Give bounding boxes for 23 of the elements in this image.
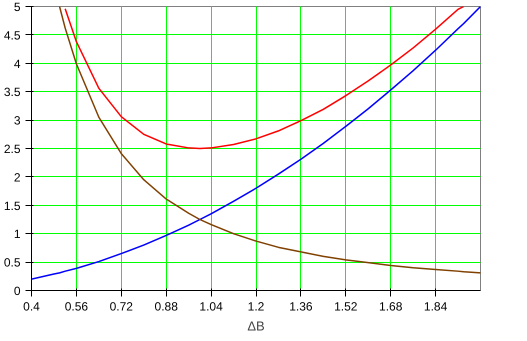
x-tick-label: 1.52 (334, 300, 358, 314)
y-tick-label: 4.5 (4, 28, 21, 42)
y-tick-label: 4 (14, 56, 21, 71)
y-tick-label: 5 (14, 0, 21, 14)
x-axis-title: ΔB (247, 318, 265, 334)
y-tick-label: 1.5 (4, 198, 21, 213)
y-tick-label: 2 (14, 170, 21, 184)
y-tick-label: 2.5 (4, 142, 21, 156)
x-tick-label: 0.72 (110, 300, 134, 314)
y-tick-label: 0 (14, 284, 21, 298)
x-tick-label: 1.84 (424, 300, 448, 314)
x-tick-label: 0.56 (64, 300, 88, 314)
y-tick-label: 0.5 (4, 256, 21, 270)
y-tick-label: 3 (14, 114, 21, 128)
x-tick-label: 1.68 (379, 300, 403, 314)
y-tick-label: 3.5 (4, 85, 21, 100)
x-tick-label: 1.2 (248, 300, 265, 314)
x-tick-label: 0.4 (23, 300, 40, 314)
x-tick-label: 1.04 (199, 300, 224, 314)
y-tick-label: 1 (14, 227, 21, 242)
x-tick-label: 1.36 (289, 300, 313, 314)
line-series (64, 6, 464, 150)
x-tick-label: 0.88 (154, 300, 178, 314)
